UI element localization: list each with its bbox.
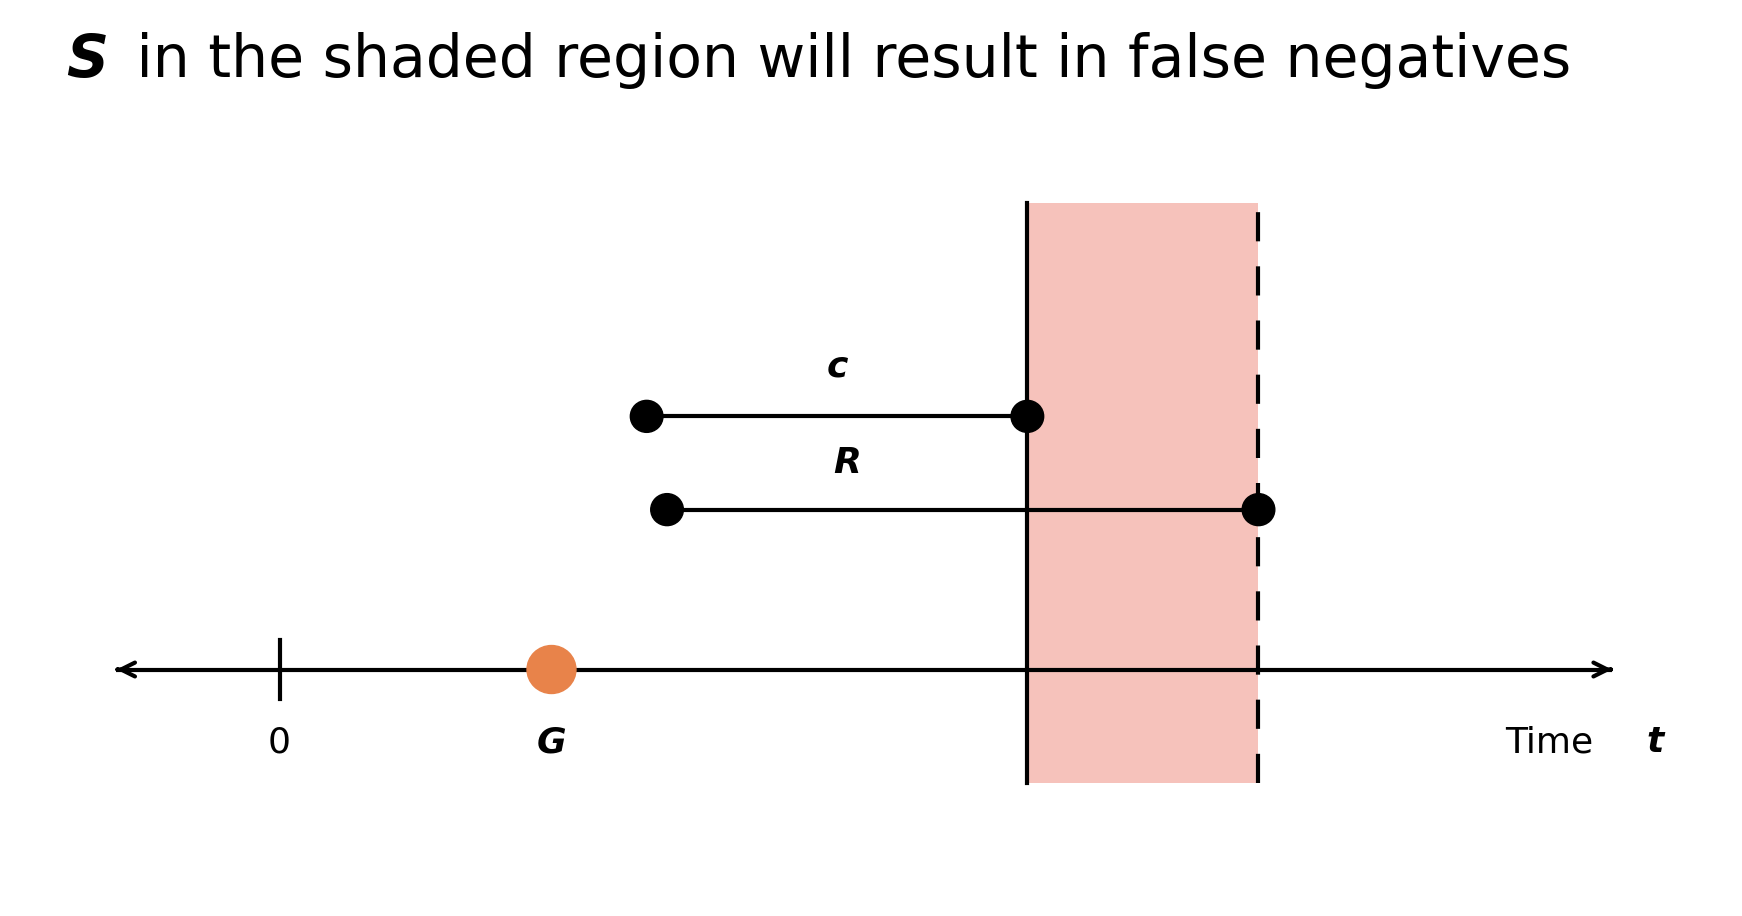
Text: in the shaded region will result in false negatives: in the shaded region will result in fals… [118, 32, 1571, 89]
Text: S: S [66, 32, 108, 89]
Circle shape [631, 400, 664, 432]
Text: 0: 0 [268, 725, 291, 759]
Text: Time: Time [1505, 725, 1604, 759]
Text: G: G [537, 725, 566, 759]
Text: c: c [826, 349, 848, 383]
Text: t: t [1646, 725, 1664, 759]
Circle shape [528, 646, 577, 693]
Circle shape [652, 494, 683, 526]
Text: R: R [833, 446, 861, 480]
Bar [1028, 203, 1258, 783]
Circle shape [1242, 494, 1275, 526]
Circle shape [1010, 400, 1043, 432]
